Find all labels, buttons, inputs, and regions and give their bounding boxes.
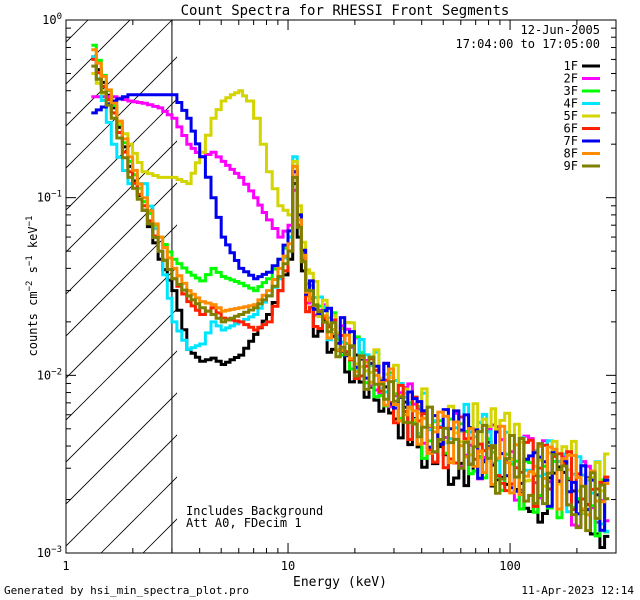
y-axis-label: counts cm−2 s−1 keV−1	[25, 216, 40, 357]
y-tick-label: 10−2	[37, 367, 62, 382]
annotation-attenuator: Att A0, FDecim 1	[186, 516, 302, 530]
observation-date: 12-Jun-2005	[521, 23, 600, 37]
hatch-line	[0, 20, 46, 553]
hatch-line	[66, 392, 177, 505]
x-axis-ticks: 1 10 100	[62, 20, 617, 573]
legend-label-3F: 3F	[564, 84, 578, 98]
y-tick-label: 10−3	[37, 545, 62, 560]
x-tick-label: 10	[281, 559, 295, 573]
series-line-3F	[91, 43, 610, 538]
legend-label-1F: 1F	[564, 59, 578, 73]
hatch-line	[66, 20, 89, 43]
hatch-line	[66, 308, 177, 421]
series-line-1F	[91, 55, 610, 549]
series-line-9F	[91, 64, 610, 533]
series-line-8F	[91, 48, 610, 517]
hatch-line	[66, 434, 177, 547]
series-line-5F	[91, 72, 610, 514]
plot-frame	[65, 19, 617, 554]
chart-title: Count Spectra for RHESSI Front Segments	[181, 3, 510, 19]
footer-generator: Generated by hsi_min_spectra_plot.pro	[4, 584, 249, 597]
series-line-4F	[91, 55, 610, 533]
footer-timestamp: 11-Apr-2023 12:14	[521, 584, 634, 597]
legend-label-8F: 8F	[564, 147, 578, 161]
y-tick-label: 10−1	[37, 190, 62, 205]
hatch-line	[66, 224, 177, 337]
x-tick-label: 100	[499, 559, 521, 573]
legend-label-5F: 5F	[564, 109, 578, 123]
legend-label-7F: 7F	[564, 134, 578, 148]
x-tick-label: 1	[62, 559, 69, 573]
y-tick-label: 100	[42, 12, 62, 27]
hatch-line	[66, 56, 177, 169]
y-axis-ticks: 100 10−1 10−2 10−3	[37, 12, 616, 560]
hatch-line	[66, 20, 173, 127]
legend-label-4F: 4F	[564, 97, 578, 111]
series-layer	[91, 43, 610, 549]
time-range: 17:04:00 to 17:05:00	[456, 37, 601, 51]
hatch-line	[66, 266, 177, 379]
series-line-6F	[91, 57, 610, 512]
legend-label-9F: 9F	[564, 159, 578, 173]
hatch-line	[66, 182, 177, 295]
legend-label-6F: 6F	[564, 122, 578, 136]
series-line-7F	[91, 93, 610, 532]
annotation-background: Includes Background	[186, 504, 323, 518]
hatch-line	[66, 98, 177, 211]
hatched-region	[0, 20, 177, 553]
x-axis-label: Energy (keV)	[293, 575, 387, 590]
legend-label-2F: 2F	[564, 72, 578, 86]
